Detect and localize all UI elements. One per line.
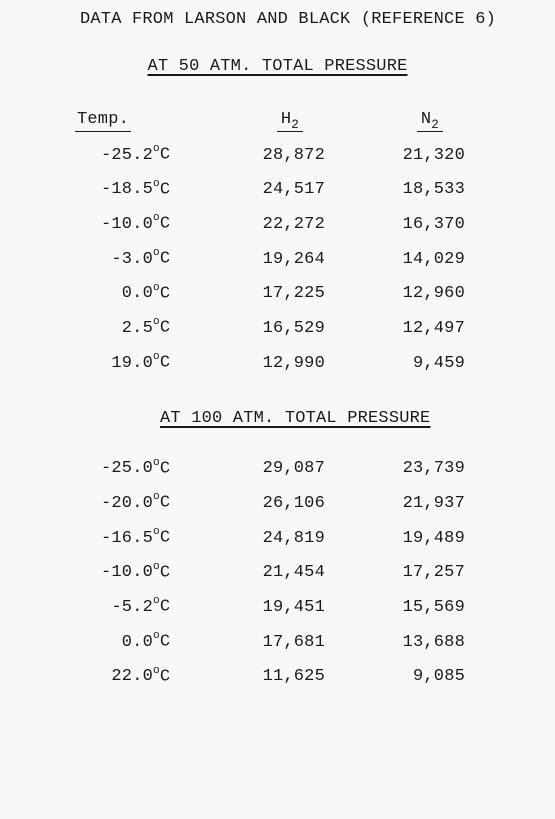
table-row: -10.0oC 21,454 17,257 [75, 548, 495, 583]
cell-temp: 0.0oC [75, 617, 215, 652]
cell-temp: -20.0oC [75, 478, 215, 513]
table-row: -3.0oC 19,264 14,029 [75, 234, 495, 269]
cell-temp: 22.0oC [75, 652, 215, 687]
cell-h2: 29,087 [215, 446, 365, 479]
page: DATA FROM LARSON AND BLACK (REFERENCE 6)… [0, 0, 555, 706]
cell-n2: 17,257 [365, 548, 495, 583]
table-row: 19.0oC 12,990 9,459 [75, 338, 495, 373]
cell-h2: 24,517 [215, 165, 365, 200]
cell-temp: 0.0oC [75, 269, 215, 304]
cell-h2: 19,264 [215, 234, 365, 269]
cell-n2: 19,489 [365, 513, 495, 548]
cell-n2: 15,569 [365, 582, 495, 617]
column-n2-label: N2 [417, 110, 443, 132]
cell-n2: 14,029 [365, 234, 495, 269]
cell-temp: -25.0oC [75, 446, 215, 479]
page-title: DATA FROM LARSON AND BLACK (REFERENCE 6) [80, 10, 535, 29]
table-row: -16.5oC 24,819 19,489 [75, 513, 495, 548]
table-row: -25.2oC 28,872 21,320 [75, 132, 495, 165]
cell-temp: -10.0oC [75, 199, 215, 234]
cell-temp: 19.0oC [75, 338, 215, 373]
cell-h2: 26,106 [215, 478, 365, 513]
cell-temp: -18.5oC [75, 165, 215, 200]
column-temp-label: Temp. [75, 110, 131, 132]
cell-n2: 9,459 [365, 338, 495, 373]
cell-temp: -16.5oC [75, 513, 215, 548]
table-row: -18.5oC 24,517 18,533 [75, 165, 495, 200]
cell-h2: 22,272 [215, 199, 365, 234]
cell-h2: 12,990 [215, 338, 365, 373]
cell-h2: 11,625 [215, 652, 365, 687]
cell-h2: 28,872 [215, 132, 365, 165]
table-header: Temp. H2 N2 [75, 110, 495, 132]
cell-h2: 16,529 [215, 303, 365, 338]
section-heading: AT 50 ATM. TOTAL PRESSURE [20, 57, 535, 76]
cell-n2: 21,320 [365, 132, 495, 165]
table-row: 0.0oC 17,225 12,960 [75, 269, 495, 304]
table-row: 2.5oC 16,529 12,497 [75, 303, 495, 338]
cell-temp: -5.2oC [75, 582, 215, 617]
cell-n2: 16,370 [365, 199, 495, 234]
cell-n2: 18,533 [365, 165, 495, 200]
cell-h2: 21,454 [215, 548, 365, 583]
table-row: 0.0oC 17,681 13,688 [75, 617, 495, 652]
cell-temp: -10.0oC [75, 548, 215, 583]
cell-n2: 13,688 [365, 617, 495, 652]
cell-h2: 24,819 [215, 513, 365, 548]
cell-n2: 21,937 [365, 478, 495, 513]
cell-temp: 2.5oC [75, 303, 215, 338]
data-table: Temp. H2 N2 -25.2oC 28,872 21,320 -18.5o… [75, 110, 495, 373]
cell-temp: -3.0oC [75, 234, 215, 269]
cell-n2: 9,085 [365, 652, 495, 687]
cell-h2: 17,681 [215, 617, 365, 652]
table-row: -25.0oC 29,087 23,739 [75, 446, 495, 479]
cell-h2: 17,225 [215, 269, 365, 304]
cell-n2: 23,739 [365, 446, 495, 479]
cell-n2: 12,960 [365, 269, 495, 304]
cell-temp: -25.2oC [75, 132, 215, 165]
column-h2-label: H2 [277, 110, 303, 132]
table-row: -10.0oC 22,272 16,370 [75, 199, 495, 234]
data-table: -25.0oC 29,087 23,739 -20.0oC 26,106 21,… [75, 446, 495, 687]
cell-h2: 19,451 [215, 582, 365, 617]
section-heading: AT 100 ATM. TOTAL PRESSURE [160, 409, 535, 428]
table-row: -20.0oC 26,106 21,937 [75, 478, 495, 513]
table-row: -5.2oC 19,451 15,569 [75, 582, 495, 617]
table-row: 22.0oC 11,625 9,085 [75, 652, 495, 687]
cell-n2: 12,497 [365, 303, 495, 338]
